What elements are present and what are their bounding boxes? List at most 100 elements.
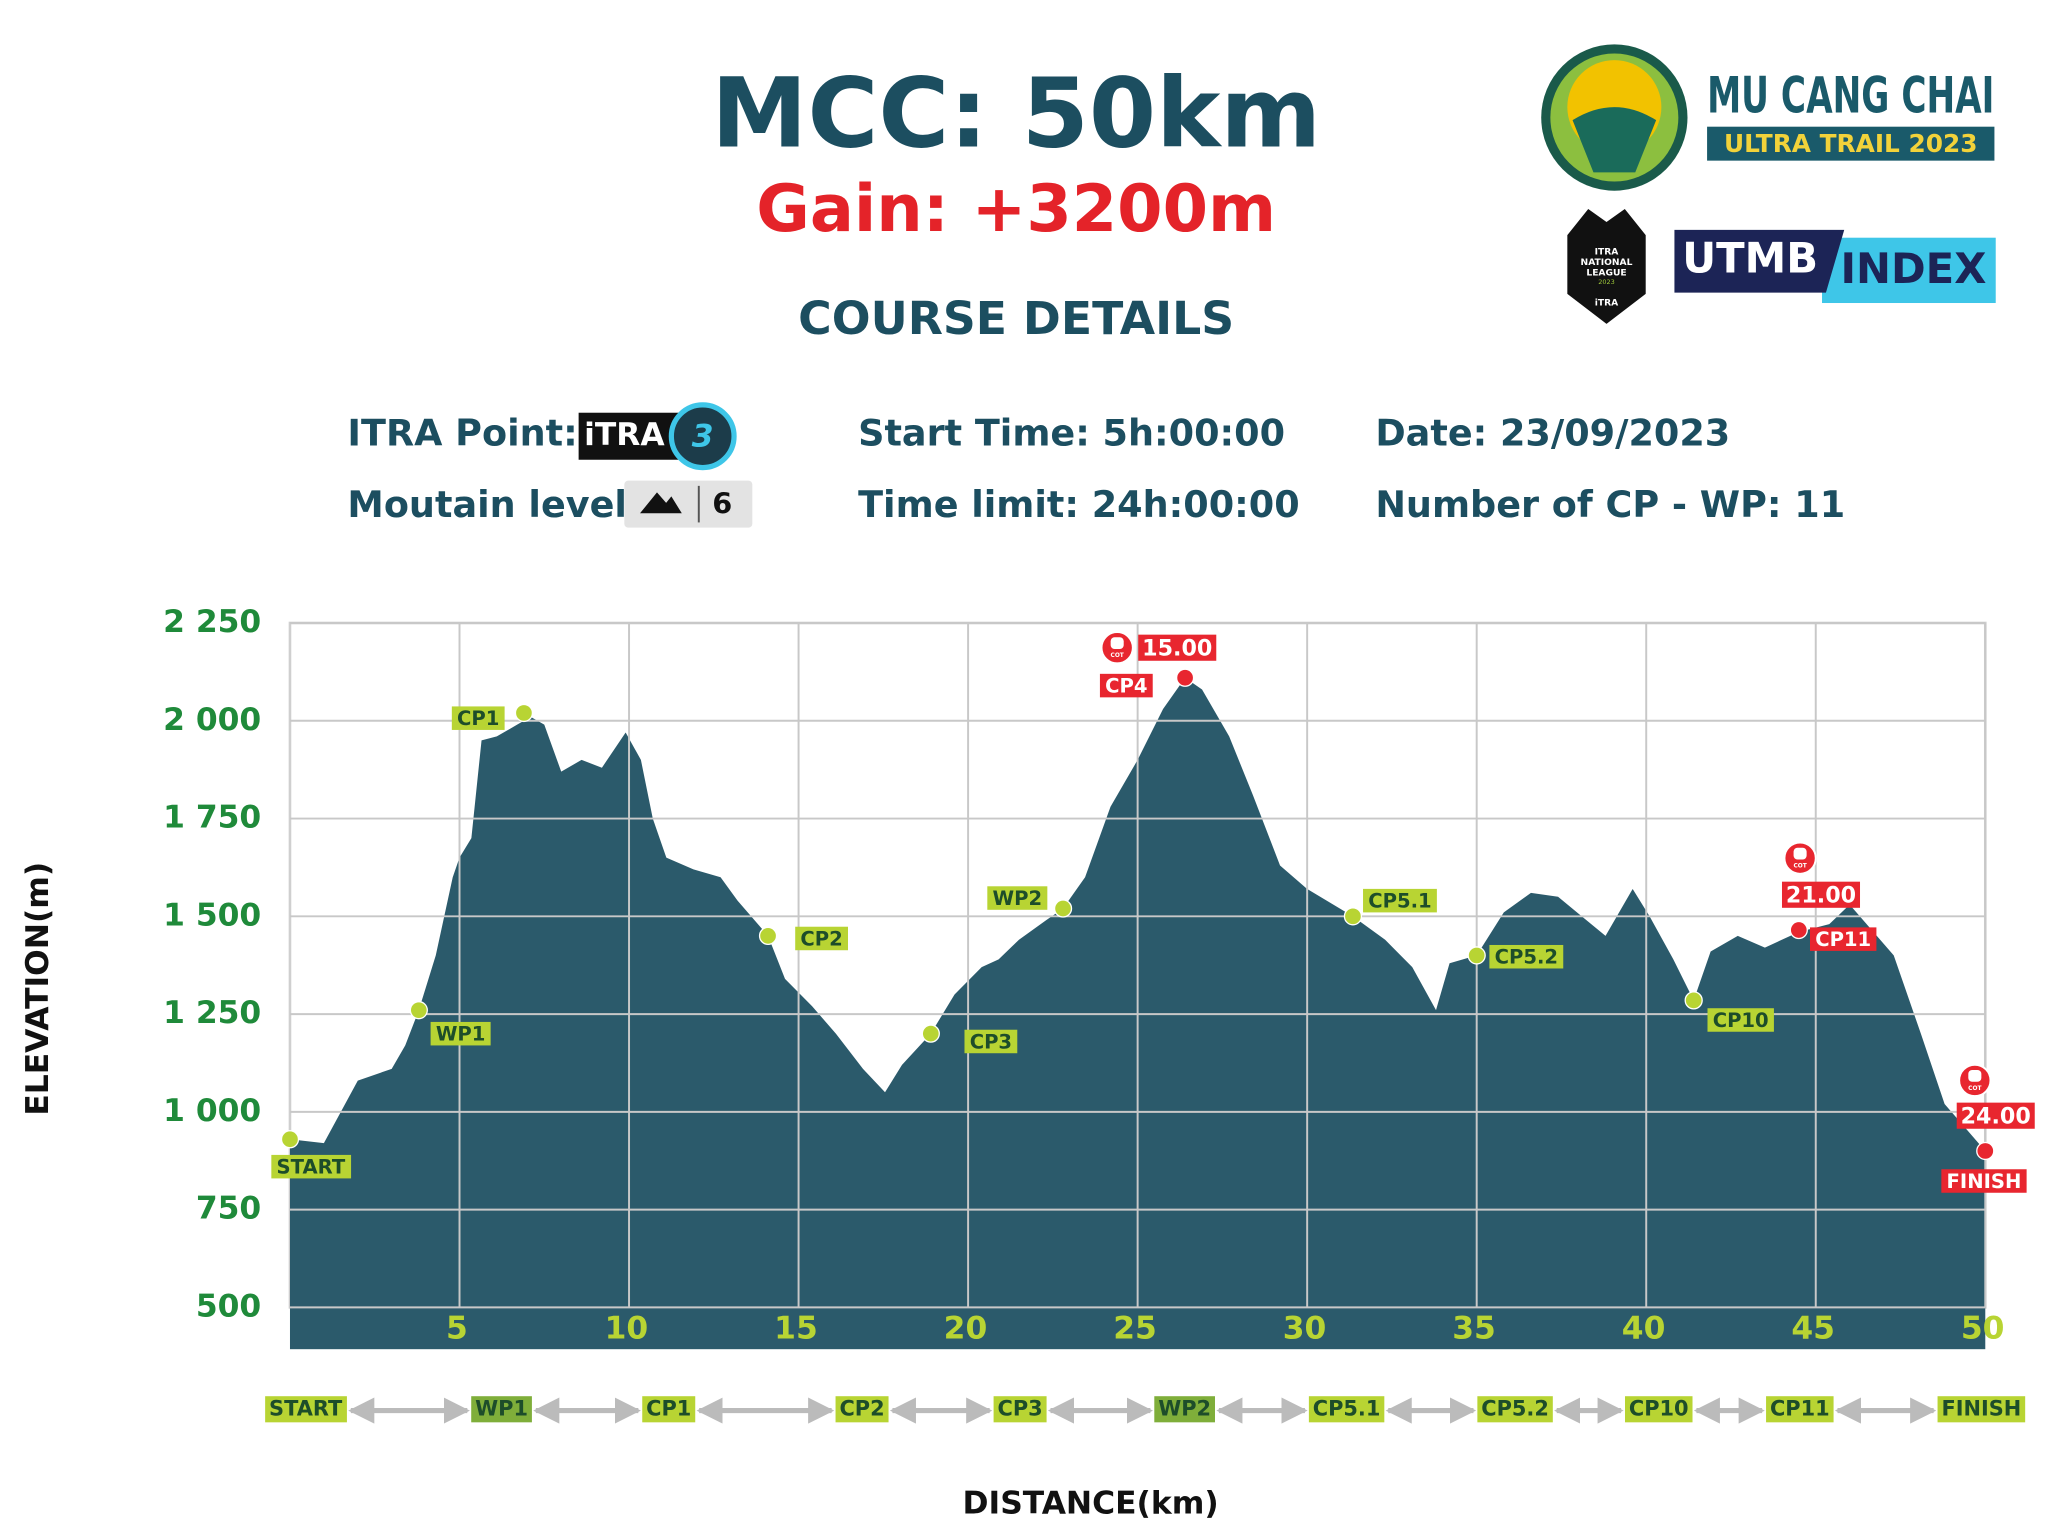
route-stop-box <box>993 1396 1047 1423</box>
itra-league-line: NATIONAL <box>1581 258 1633 268</box>
checkpoint-label-box <box>1099 673 1153 698</box>
y-tick-label: 2 000 <box>163 702 261 738</box>
checkpoint-marker <box>758 926 778 946</box>
y-tick-label: 500 <box>196 1288 261 1324</box>
checkpoint-label: WP2 <box>993 887 1043 910</box>
cutoff-icon-text: COT <box>1793 864 1806 870</box>
checkpoint-label: CP3 <box>970 1030 1012 1053</box>
index-text: INDEX <box>1840 244 1986 293</box>
route-stop-box <box>835 1396 889 1423</box>
checkpoint-label: WP1 <box>436 1022 486 1045</box>
route-stop-box <box>1625 1396 1693 1423</box>
x-tick-label: 25 <box>1113 1311 1157 1347</box>
itra-points: 3 <box>692 419 714 455</box>
x-tick-label: 5 <box>446 1311 468 1347</box>
itra-league-mark: iTRA <box>1595 299 1619 309</box>
route-stop: CP1 <box>646 1396 691 1420</box>
route-stop-box <box>265 1396 347 1423</box>
checkpoint-label: CP10 <box>1713 1009 1769 1032</box>
checkpoint-label-box <box>271 1154 352 1179</box>
itra-points-badge <box>668 402 737 471</box>
x-tick-label: 15 <box>774 1311 818 1347</box>
checkpoint-label-box <box>964 1029 1018 1054</box>
checkpoint-label: CP4 <box>1105 674 1147 697</box>
y-tick-label: 2 250 <box>163 604 261 640</box>
checkpoint-label-box <box>1489 944 1564 969</box>
checkpoint-marker <box>1789 920 1808 940</box>
route-stop: CP11 <box>1770 1396 1830 1420</box>
route-stop: CP2 <box>839 1396 884 1420</box>
cutoff-box <box>1781 881 1861 908</box>
checkpoint-label: START <box>277 1155 346 1178</box>
checkpoint-label: CP5.2 <box>1495 946 1558 969</box>
cutoff-box <box>1138 634 1217 661</box>
cutoff-icon-hand <box>1793 847 1807 860</box>
route-stop: CP5.2 <box>1481 1396 1549 1420</box>
checkpoint-label-box <box>1363 888 1437 913</box>
cutoff-icon-hand <box>1110 637 1124 650</box>
route-stop-box <box>1937 1396 2026 1423</box>
mountain-level: 6 <box>712 486 732 520</box>
event-sub: ULTRA TRAIL 2023 <box>1724 129 1978 158</box>
index-box <box>1822 237 1996 304</box>
checkpoint-label: FINISH <box>1947 1170 2022 1193</box>
x-tick-label: 50 <box>1961 1311 2005 1347</box>
checkpoint-marker <box>921 1024 940 1043</box>
section-title: COURSE DETAILS <box>798 292 1234 345</box>
checkpoint-marker <box>409 1001 428 1020</box>
title: MCC: 50km <box>711 57 1321 170</box>
route-stop-box <box>1477 1396 1553 1423</box>
checkpoint-label-box <box>987 886 1048 910</box>
cutoff-icon-text: COT <box>1968 1086 1981 1092</box>
event-logo-mask <box>1572 107 1657 173</box>
x-tick-label: 35 <box>1452 1311 1496 1347</box>
checkpoint-marker <box>514 703 534 723</box>
plot: 2 250 2 000 1 750 1 500 1 250 1 000 750 500 5 10 1… <box>163 604 2035 1350</box>
y-tick-label: 1 500 <box>163 897 261 933</box>
checkpoint-label-box <box>430 1021 491 1046</box>
mountain-badge <box>624 480 753 528</box>
y-tick-label: 1 250 <box>163 995 261 1031</box>
route-stop: FINISH <box>1941 1396 2021 1420</box>
route-stop-box <box>1154 1396 1215 1423</box>
route-stop-box <box>642 1396 696 1423</box>
mountain-icon <box>640 492 682 514</box>
mountain-label: Moutain level: <box>347 483 641 526</box>
cutoff-time: 15.00 <box>1142 636 1212 662</box>
subtitle: Gain: +3200m <box>756 171 1276 247</box>
route-stop-box <box>471 1396 532 1423</box>
route-stop-box <box>1308 1396 1385 1423</box>
checkpoint-marker <box>1976 1141 1995 1161</box>
race-date: Date: 23/09/2023 <box>1375 411 1730 454</box>
x-axis-title: DISTANCE(km) <box>963 1486 1219 1522</box>
checkpoint-label-box <box>1941 1169 2027 1193</box>
route-stop: WP2 <box>1158 1396 1211 1420</box>
checkpoint-marker <box>1467 946 1486 965</box>
utmb-box <box>1674 229 1845 293</box>
checkpoint-marker <box>1175 668 1195 687</box>
checkpoint-marker <box>1053 899 1073 918</box>
checkpoint-marker <box>1684 991 1703 1010</box>
cp-count: Number of CP - WP: 11 <box>1375 483 1845 526</box>
route-stop: CP5.1 <box>1313 1396 1381 1420</box>
cutoff-time: 24.00 <box>1961 1104 2031 1130</box>
x-tick-label: 30 <box>1283 1311 1327 1347</box>
checkpoint-label-box <box>1707 1008 1774 1032</box>
checkpoint-marker <box>1343 907 1363 926</box>
itra-league-line: ITRA <box>1595 248 1620 258</box>
checkpoint-label: CP5.1 <box>1368 889 1431 912</box>
checkpoint-label-box <box>1809 927 1877 951</box>
itra-league-year: 2023 <box>1598 278 1615 286</box>
start-time: Start Time: 5h:00:00 <box>858 411 1285 454</box>
y-tick-label: 750 <box>196 1191 261 1227</box>
route-stop: WP1 <box>475 1396 528 1420</box>
cutoff-time: 21.00 <box>1786 883 1856 909</box>
checkpoint-label: CP2 <box>800 927 842 950</box>
route-stop: START <box>269 1396 343 1420</box>
x-tick-label: 45 <box>1791 1311 1835 1347</box>
utmb-text: UTMB <box>1682 234 1818 283</box>
time-limit: Time limit: 24h:00:00 <box>858 483 1300 526</box>
event-name: MU CANG CHAI <box>1707 67 1994 125</box>
checkpoint-label: CP1 <box>457 707 499 730</box>
